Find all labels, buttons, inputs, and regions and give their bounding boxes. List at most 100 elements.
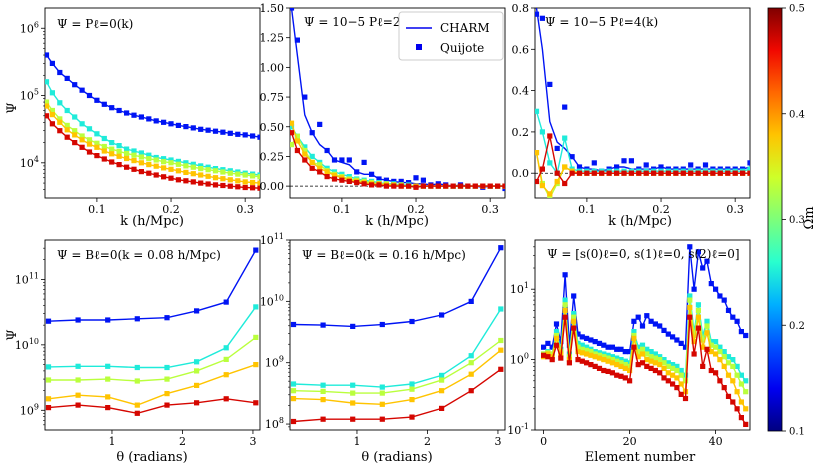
data-point [227,183,233,189]
data-point [164,402,170,408]
plot-area [535,8,750,198]
data-point [539,183,545,189]
data-point [290,321,297,328]
data-point [45,377,52,383]
data-point [212,168,219,174]
series-line [535,135,750,185]
data-point [665,378,671,384]
data-point [250,173,256,179]
data-point [687,304,693,311]
data-point [601,351,607,357]
data-point [614,355,620,361]
data-point [622,375,628,381]
tick-label: 0.1 [333,203,351,216]
data-point [743,421,749,427]
data-point [320,397,326,403]
data-point [554,170,560,176]
data-point [94,144,100,150]
data-point [710,170,716,176]
data-point [153,157,159,163]
data-point [161,165,167,171]
data-point [369,182,375,188]
data-point [631,329,637,335]
data-point [331,157,338,163]
data-point [498,366,504,372]
data-point [665,331,671,337]
series-line [45,81,260,176]
data-point [116,162,122,168]
data-point [45,396,52,402]
data-point [468,360,474,366]
data-point [409,414,415,420]
panel-6-xlabel: Element number [585,450,696,465]
tick-label: 0.3 [726,203,744,216]
data-point [721,297,727,303]
data-point [101,135,107,142]
data-point [190,125,196,131]
data-point [457,183,464,189]
data-point [553,335,560,341]
data-point [695,314,701,320]
data-point [409,318,415,325]
data-point [644,346,650,352]
data-point [730,378,736,384]
data-point [592,363,598,369]
data-point [618,360,624,366]
data-point [648,365,654,371]
data-point [49,121,55,127]
data-point [549,354,555,360]
panel-1-xlabel: k (h/Mpc) [120,214,184,229]
data-point [420,177,426,183]
data-point [639,323,646,329]
data-point [674,337,680,343]
data-point [302,157,308,163]
data-point [223,299,229,305]
tick-label: 0.50 [260,121,285,134]
data-point [579,334,585,340]
data-point [601,367,607,374]
data-point [134,410,140,416]
data-point [257,185,260,191]
data-point [628,170,634,176]
data-point [569,154,575,160]
data-point [558,355,564,361]
data-point [227,170,233,176]
data-point [194,382,200,388]
data-point [713,286,719,292]
data-point [571,311,577,317]
data-point [644,313,650,319]
data-point [420,183,426,189]
data-point [205,127,211,133]
data-point [302,94,308,100]
data-point [354,169,360,175]
data-point [223,372,229,378]
tick-label: 1 [108,435,115,448]
tick-label: 0 [540,435,547,448]
data-point [738,399,744,405]
legend-quijote-label: Quijote [440,41,484,55]
colorbar: 0.1 0.2 0.3 0.4 0.5 Ωm [767,4,817,438]
data-point [665,170,671,176]
data-point [717,293,723,299]
data-point [109,151,115,157]
series-line [535,8,750,172]
data-point [547,81,553,87]
plot-area [45,52,260,191]
data-point [596,365,603,371]
data-point [86,126,93,132]
series-line [48,249,257,322]
data-point [220,182,226,189]
data-point [175,158,181,164]
data-point [205,167,211,173]
data-point [131,148,137,154]
data-point [398,178,404,184]
data-point [198,126,204,132]
data-point [220,129,226,135]
data-point [346,157,352,163]
data-point [682,344,689,350]
data-point [79,137,85,143]
panel-3-xlabel: k (h/Mpc) [608,214,672,229]
data-point [331,176,338,182]
data-point [290,381,297,387]
